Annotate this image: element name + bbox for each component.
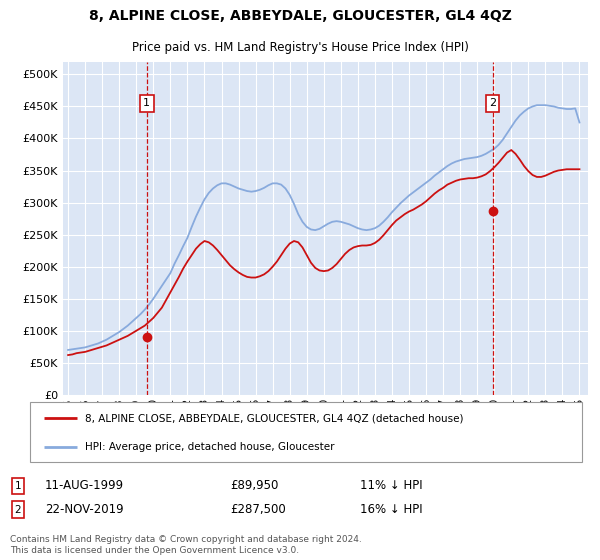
Text: 1: 1 <box>143 98 150 108</box>
Text: 11-AUG-1999: 11-AUG-1999 <box>45 479 124 492</box>
Text: £89,950: £89,950 <box>230 479 278 492</box>
Text: £287,500: £287,500 <box>230 503 286 516</box>
Text: 2: 2 <box>489 98 496 108</box>
Text: 22-NOV-2019: 22-NOV-2019 <box>45 503 124 516</box>
Text: Price paid vs. HM Land Registry's House Price Index (HPI): Price paid vs. HM Land Registry's House … <box>131 41 469 54</box>
Text: HPI: Average price, detached house, Gloucester: HPI: Average price, detached house, Glou… <box>85 442 335 452</box>
Text: 1: 1 <box>14 480 22 491</box>
Text: 2: 2 <box>14 505 22 515</box>
Text: 11% ↓ HPI: 11% ↓ HPI <box>360 479 422 492</box>
Text: 8, ALPINE CLOSE, ABBEYDALE, GLOUCESTER, GL4 4QZ (detached house): 8, ALPINE CLOSE, ABBEYDALE, GLOUCESTER, … <box>85 413 464 423</box>
FancyBboxPatch shape <box>30 402 582 462</box>
Text: Contains HM Land Registry data © Crown copyright and database right 2024.
This d: Contains HM Land Registry data © Crown c… <box>10 535 362 555</box>
Text: 16% ↓ HPI: 16% ↓ HPI <box>360 503 422 516</box>
Text: 8, ALPINE CLOSE, ABBEYDALE, GLOUCESTER, GL4 4QZ: 8, ALPINE CLOSE, ABBEYDALE, GLOUCESTER, … <box>89 9 511 23</box>
